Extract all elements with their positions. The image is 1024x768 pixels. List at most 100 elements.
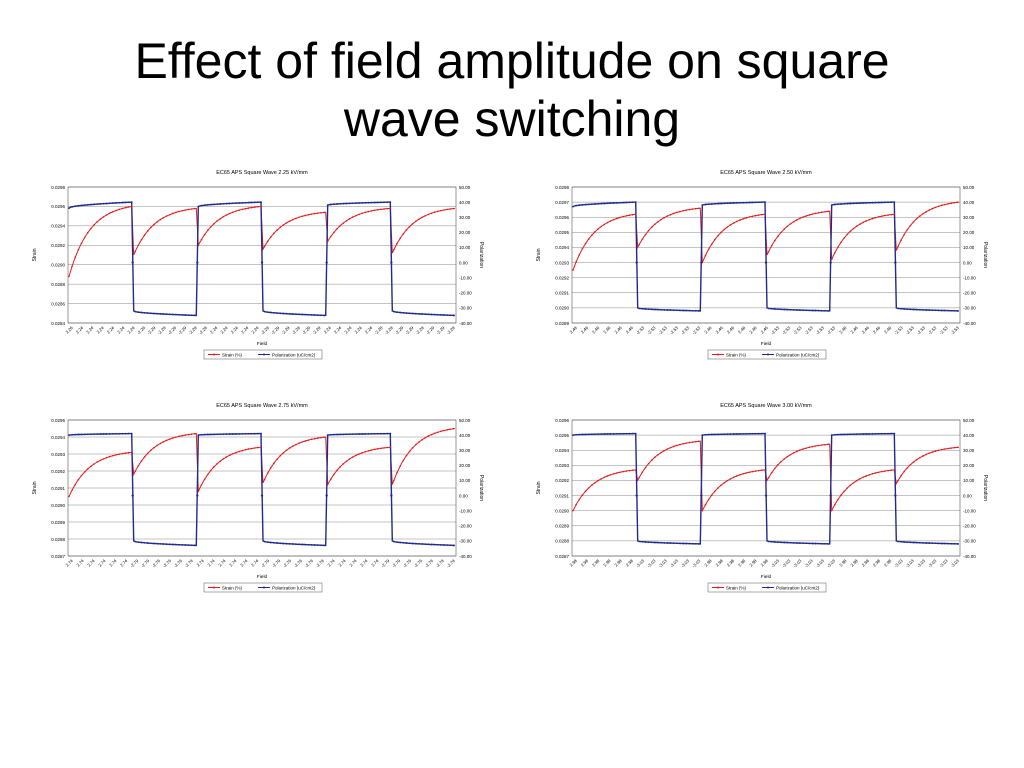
x-tick-label: 2.46 — [883, 325, 893, 335]
polarization-point — [354, 202, 357, 205]
x-tick-label: 2.46 — [580, 325, 590, 335]
strain-point — [370, 449, 373, 451]
strain-point — [852, 227, 855, 230]
strain-point — [710, 243, 713, 245]
strain-point — [641, 238, 644, 240]
polarization-point — [380, 432, 382, 435]
x-tick-label: 2.24 — [75, 325, 85, 335]
strain-point — [792, 452, 795, 454]
x-tick-label: -2.53 — [916, 325, 927, 336]
polarization-point — [282, 312, 285, 315]
polarization-point — [345, 433, 348, 436]
strain-point — [380, 208, 382, 211]
strain-point — [187, 433, 190, 436]
polarization-point — [276, 312, 278, 314]
polarization-point — [934, 309, 937, 312]
polarization-point — [732, 202, 735, 204]
strain-point — [244, 448, 247, 451]
polarization-point — [247, 201, 250, 204]
strain-point — [707, 498, 710, 501]
x-tick-label: 2.74 — [239, 558, 249, 568]
polarization-switch-point — [635, 494, 638, 497]
polarization-point — [241, 432, 244, 435]
strain-point — [824, 443, 826, 446]
strain-point — [754, 470, 757, 472]
polarization-point — [940, 309, 943, 312]
legend-strain-marker — [717, 586, 719, 589]
x-tick-label: 2.46 — [760, 325, 770, 335]
x-tick-label: -3.03 — [927, 558, 938, 569]
left-tick-label: 0.0296 — [51, 204, 65, 209]
polarization-point — [669, 542, 672, 544]
polarization-point — [729, 433, 732, 435]
polarization-point — [222, 433, 225, 436]
polarization-point — [811, 542, 814, 545]
strain-point — [83, 236, 86, 239]
strain-point — [714, 238, 716, 241]
strain-point — [184, 434, 187, 436]
left-tick-label: 0.0296 — [555, 215, 569, 220]
polarization-point — [874, 432, 877, 435]
left-tick-label: 0.0291 — [51, 486, 65, 491]
strain-point — [581, 494, 584, 496]
x-tick-label: 2.98 — [760, 558, 770, 568]
polarization-point — [928, 542, 931, 544]
strain-point — [172, 212, 174, 215]
strain-point — [389, 446, 392, 448]
polarization-point — [373, 432, 376, 435]
strain-point — [928, 452, 931, 455]
strain-point — [276, 229, 278, 231]
polarization-point — [609, 202, 612, 205]
polarization-point — [739, 433, 741, 435]
polarization-point — [345, 202, 348, 205]
polarization-point — [619, 201, 621, 204]
strain-point — [774, 239, 776, 242]
x-tick-label: 2.74 — [97, 558, 107, 568]
polarization-point — [890, 432, 893, 435]
polarization-switch-point — [894, 494, 897, 497]
strain-point — [761, 213, 763, 216]
polarization-point — [96, 433, 99, 435]
polarization-point — [871, 432, 874, 435]
strain-point — [862, 221, 864, 224]
strain-point — [143, 456, 146, 458]
strain-point — [159, 218, 162, 221]
strain-point — [156, 221, 158, 223]
strain-point — [666, 215, 669, 217]
polarization-point — [424, 313, 427, 316]
strain-point — [210, 469, 212, 472]
strain-point — [150, 449, 152, 452]
polarization-point — [654, 308, 656, 311]
strain-point — [789, 223, 792, 225]
strain-point — [855, 225, 858, 227]
strain-point — [657, 220, 659, 223]
chart-svg: EC65 APS Square Wave 2.25 kV/mm 0.0298 0.0… — [32, 170, 484, 360]
polarization-point — [313, 544, 316, 546]
polarization-point — [631, 201, 634, 204]
polarization-point — [634, 432, 637, 435]
strain-point — [723, 228, 726, 231]
polarization-point — [890, 201, 893, 204]
plot-area — [67, 419, 457, 557]
strain-point — [339, 466, 342, 468]
right-tick-label: 30.00 — [459, 215, 471, 220]
x-tick-label: -2.53 — [938, 325, 949, 336]
polarization-point — [111, 202, 114, 204]
polarization-point — [944, 309, 946, 312]
polarization-point — [694, 542, 697, 545]
strain-point — [704, 254, 707, 257]
strain-point — [159, 442, 162, 445]
left-axis-label: Strain — [536, 248, 542, 261]
polarization-point — [118, 432, 121, 435]
strain-point — [701, 509, 704, 512]
strain-point — [383, 447, 385, 449]
polarization-point — [304, 543, 307, 546]
x-tick-label: 2.49 — [569, 325, 579, 335]
polarization-point — [767, 307, 770, 310]
polarization-point — [745, 201, 748, 204]
polarization-point — [884, 432, 886, 435]
left-tick-label: 0.0288 — [51, 537, 65, 542]
polarization-series — [572, 432, 959, 545]
polarization-point — [396, 541, 398, 544]
strain-point — [402, 233, 405, 235]
